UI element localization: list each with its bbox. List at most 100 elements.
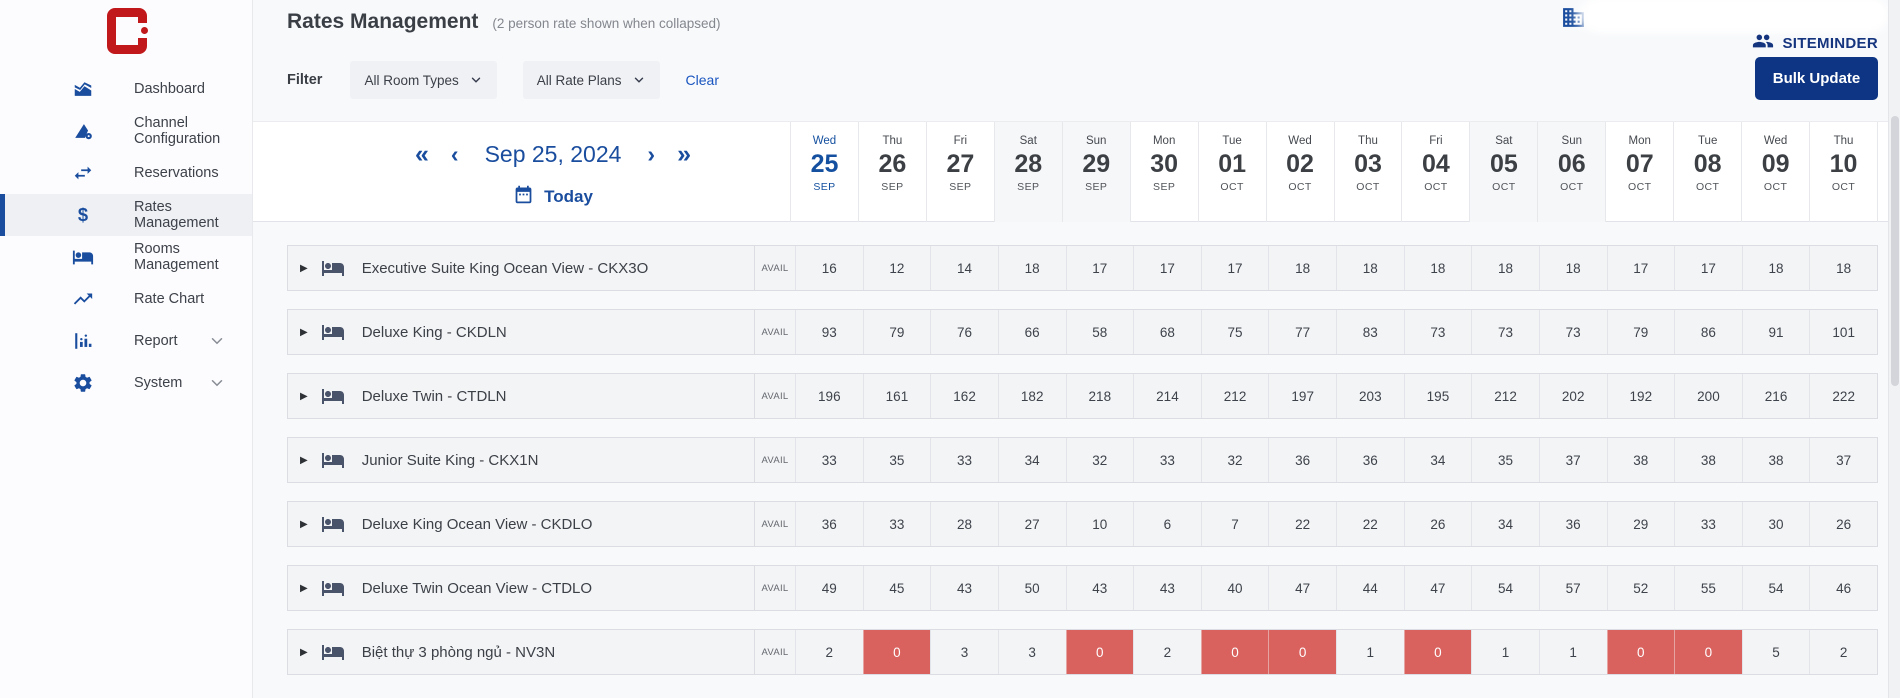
avail-cell[interactable]: 32	[1200, 438, 1269, 482]
expand-arrow-icon[interactable]: ▶	[300, 326, 308, 338]
avail-cell[interactable]: 28	[930, 502, 998, 546]
avail-cell[interactable]: 218	[1065, 374, 1134, 418]
date-column-30-sep[interactable]: Mon 30 SEP	[1129, 122, 1198, 222]
fast-backward-icon[interactable]: «	[415, 139, 429, 168]
avail-cell[interactable]: 7	[1200, 502, 1269, 546]
avail-cell[interactable]: 73	[1471, 310, 1539, 354]
sidebar-item-system[interactable]: System	[0, 362, 252, 404]
avail-cell[interactable]: 17	[1200, 246, 1269, 290]
avail-cell[interactable]: 5	[1741, 630, 1810, 674]
avail-cell[interactable]: 216	[1741, 374, 1810, 418]
clear-filters-link[interactable]: Clear	[685, 72, 720, 88]
date-column-28-sep[interactable]: Sat 28 SEP	[993, 122, 1062, 222]
avail-cell[interactable]: 17	[1606, 246, 1675, 290]
avail-cell[interactable]: 58	[1065, 310, 1134, 354]
avail-cell[interactable]: 16	[795, 246, 863, 290]
sidebar-item-rate-chart[interactable]: Rate Chart	[0, 278, 252, 320]
avail-cell[interactable]: 161	[862, 374, 931, 418]
sidebar-item-rooms-management[interactable]: Rooms Management	[0, 236, 252, 278]
avail-cell[interactable]: 3	[997, 630, 1066, 674]
avail-cell[interactable]: 47	[1403, 566, 1472, 610]
avail-cell[interactable]: 73	[1538, 310, 1607, 354]
date-column-05-oct[interactable]: Sat 05 OCT	[1469, 122, 1538, 222]
avail-cell[interactable]: 91	[1741, 310, 1810, 354]
avail-cell[interactable]: 43	[1133, 566, 1201, 610]
date-column-10-oct[interactable]: Thu 10 OCT	[1809, 122, 1878, 222]
avail-cell[interactable]: 10	[1065, 502, 1134, 546]
avail-cell[interactable]: 43	[930, 566, 998, 610]
avail-cell[interactable]: 26	[1403, 502, 1472, 546]
scrollbar-thumb[interactable]	[1891, 116, 1899, 386]
avail-cell[interactable]: 203	[1336, 374, 1404, 418]
date-column-02-oct[interactable]: Wed 02 OCT	[1265, 122, 1334, 222]
avail-cell[interactable]: 200	[1674, 374, 1742, 418]
forward-icon[interactable]: ›	[647, 140, 656, 167]
date-column-08-oct[interactable]: Tue 08 OCT	[1673, 122, 1741, 222]
avail-cell[interactable]: 33	[1674, 502, 1742, 546]
avail-cell[interactable]: 101	[1809, 310, 1877, 354]
avail-cell[interactable]: 212	[1200, 374, 1269, 418]
avail-cell[interactable]: 35	[862, 438, 931, 482]
avail-cell[interactable]: 0	[1674, 630, 1742, 674]
rate-plans-dropdown[interactable]: All Rate Plans	[522, 61, 660, 99]
expand-arrow-icon[interactable]: ▶	[300, 262, 308, 274]
avail-cell[interactable]: 38	[1741, 438, 1810, 482]
avail-cell[interactable]: 34	[1471, 502, 1539, 546]
avail-cell[interactable]: 33	[1133, 438, 1201, 482]
avail-cell[interactable]: 32	[1065, 438, 1134, 482]
avail-cell[interactable]: 55	[1674, 566, 1742, 610]
property-building-icon[interactable]	[1561, 5, 1586, 30]
backward-icon[interactable]: ‹	[450, 140, 459, 167]
date-column-03-oct[interactable]: Thu 03 OCT	[1333, 122, 1402, 222]
expand-arrow-icon[interactable]: ▶	[300, 646, 308, 658]
avail-cell[interactable]: 18	[1538, 246, 1607, 290]
date-column-25-sep[interactable]: Wed 25 SEP	[790, 122, 858, 222]
avail-cell[interactable]: 18	[1268, 246, 1336, 290]
avail-cell[interactable]: 35	[1471, 438, 1539, 482]
avail-cell[interactable]: 2	[795, 630, 863, 674]
avail-cell[interactable]: 17	[1065, 246, 1134, 290]
avail-cell[interactable]: 18	[1741, 246, 1810, 290]
avail-cell[interactable]: 34	[997, 438, 1066, 482]
avail-cell[interactable]: 33	[930, 438, 998, 482]
avail-cell[interactable]: 18	[1471, 246, 1539, 290]
avail-cell[interactable]: 192	[1606, 374, 1675, 418]
avail-cell[interactable]: 68	[1133, 310, 1201, 354]
avail-cell[interactable]: 222	[1809, 374, 1877, 418]
date-column-01-oct[interactable]: Tue 01 OCT	[1197, 122, 1266, 222]
avail-cell[interactable]: 26	[1809, 502, 1877, 546]
sidebar-item-channel-configuration[interactable]: Channel Configuration	[0, 110, 252, 152]
avail-cell[interactable]: 50	[997, 566, 1066, 610]
avail-cell[interactable]: 2	[1809, 630, 1877, 674]
avail-cell[interactable]: 195	[1403, 374, 1472, 418]
sidebar-item-reservations[interactable]: Reservations	[0, 152, 252, 194]
avail-cell[interactable]: 197	[1268, 374, 1336, 418]
avail-cell[interactable]: 43	[1065, 566, 1134, 610]
expand-arrow-icon[interactable]: ▶	[300, 454, 308, 466]
avail-cell[interactable]: 40	[1200, 566, 1269, 610]
expand-arrow-icon[interactable]: ▶	[300, 390, 308, 402]
fast-forward-icon[interactable]: »	[677, 139, 691, 168]
avail-cell[interactable]: 75	[1200, 310, 1269, 354]
avail-cell[interactable]: 202	[1538, 374, 1607, 418]
avail-cell[interactable]: 0	[1268, 630, 1336, 674]
avail-cell[interactable]: 12	[862, 246, 931, 290]
date-column-26-sep[interactable]: Thu 26 SEP	[857, 122, 926, 222]
avail-cell[interactable]: 79	[1606, 310, 1675, 354]
avail-cell[interactable]: 182	[997, 374, 1066, 418]
avail-cell[interactable]: 73	[1403, 310, 1472, 354]
avail-cell[interactable]: 54	[1741, 566, 1810, 610]
current-date[interactable]: Sep 25, 2024	[484, 140, 622, 167]
avail-cell[interactable]: 38	[1674, 438, 1742, 482]
avail-cell[interactable]: 36	[795, 502, 863, 546]
sidebar-item-dashboard[interactable]: Dashboard	[0, 68, 252, 110]
sidebar-item-report[interactable]: Report	[0, 320, 252, 362]
avail-cell[interactable]: 18	[1403, 246, 1472, 290]
avail-cell[interactable]: 0	[1200, 630, 1269, 674]
avail-cell[interactable]: 17	[1133, 246, 1201, 290]
avail-cell[interactable]: 66	[997, 310, 1066, 354]
avail-cell[interactable]: 33	[795, 438, 863, 482]
date-column-04-oct[interactable]: Fri 04 OCT	[1401, 122, 1469, 222]
avail-cell[interactable]: 1	[1471, 630, 1539, 674]
expand-arrow-icon[interactable]: ▶	[300, 582, 308, 594]
